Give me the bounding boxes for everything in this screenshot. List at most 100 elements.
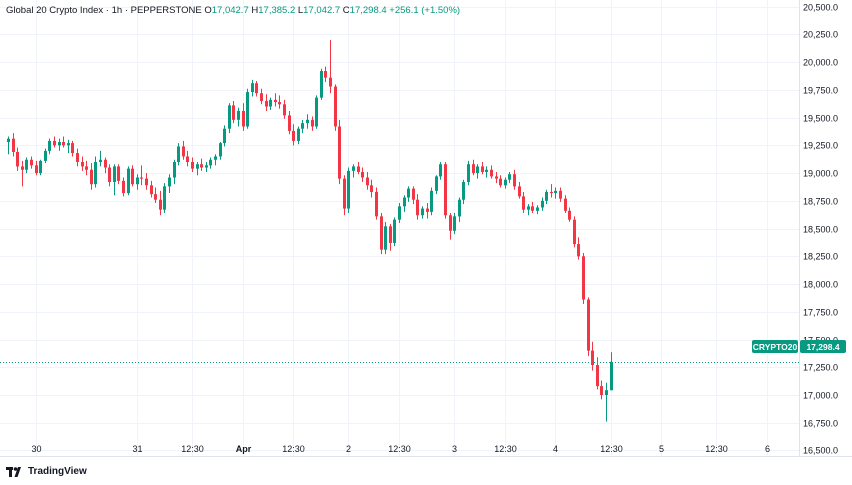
- candle-body: [81, 161, 84, 167]
- candle-body: [255, 83, 258, 94]
- candle-body: [573, 219, 576, 245]
- candle-body: [320, 71, 323, 98]
- low-label: L: [297, 5, 304, 16]
- tradingview-logo[interactable]: TradingView: [6, 466, 87, 477]
- close-label: C: [342, 5, 350, 16]
- candle-body: [154, 194, 157, 200]
- candle-body: [297, 128, 300, 141]
- candle-body: [541, 200, 544, 208]
- candle-body: [209, 159, 212, 166]
- time-tick-label: 12:30: [705, 444, 728, 454]
- candle-body: [596, 365, 599, 387]
- candle-body: [288, 115, 291, 131]
- candle-body: [472, 164, 475, 174]
- candle-body: [536, 207, 539, 211]
- candle-body: [260, 93, 263, 101]
- candle-body: [90, 169, 93, 185]
- candle-body: [352, 166, 355, 171]
- chart-grid: [0, 0, 799, 456]
- candle-body: [39, 160, 42, 174]
- price-tick-label: 16,500.0: [803, 446, 838, 456]
- candle-body: [545, 191, 548, 201]
- candle-body: [495, 176, 498, 179]
- candle-body: [140, 177, 143, 179]
- candle-body: [559, 190, 562, 199]
- symbol-title[interactable]: Global 20 Crypto Index · 1h · PEPPERSTON…: [6, 5, 202, 16]
- candle-body: [265, 100, 268, 107]
- price-axis[interactable]: 20,500.0 20,250.0 20,000.0 19,750.0 19,500.0…: [803, 3, 838, 456]
- low-value: 17,042.7: [303, 5, 341, 16]
- time-tick-label: 12:30: [282, 444, 305, 454]
- candle-body: [439, 164, 442, 177]
- candle-body: [136, 177, 139, 185]
- candle-body: [568, 210, 571, 220]
- candle-body: [21, 166, 24, 170]
- candle-body: [177, 146, 180, 162]
- candle-body: [71, 143, 74, 154]
- last-price-badges: CRYPTO20 17,298.4: [752, 340, 846, 353]
- high-value: 17,385.2: [258, 5, 296, 16]
- candle-body: [504, 179, 507, 186]
- candle-body: [384, 226, 387, 250]
- candle-body: [458, 199, 461, 217]
- price-tick-label: 19,500.0: [803, 114, 838, 124]
- price-tick-label: 16,750.0: [803, 419, 838, 429]
- time-tick-label: 12:30: [388, 444, 411, 454]
- candle-body: [122, 180, 125, 194]
- time-tick-label: 31: [132, 444, 142, 454]
- candle-body: [412, 188, 415, 200]
- candle-body: [242, 110, 245, 127]
- candle-body: [278, 102, 281, 105]
- candle-body: [435, 176, 438, 191]
- price-tick-label: 17,250.0: [803, 363, 838, 373]
- candle-body: [301, 123, 304, 129]
- time-tick-label: 12:30: [600, 444, 623, 454]
- symbol-badge-label: CRYPTO20: [753, 342, 798, 352]
- candle-body: [62, 142, 65, 146]
- tradingview-logo-icon: [6, 466, 21, 477]
- price-badge: [800, 340, 846, 353]
- time-axis[interactable]: 30 31 12:30 Apr 12:30 2 12:30 3 12:30 4 12:30 5 12:3…: [31, 444, 852, 454]
- time-tick-label: Apr: [236, 444, 252, 454]
- candle-body: [370, 185, 373, 192]
- candle-body: [232, 105, 235, 120]
- candle-body: [53, 140, 56, 146]
- candle-body: [76, 153, 79, 162]
- candle-body: [58, 142, 61, 146]
- candle-body: [490, 169, 493, 177]
- price-tick-label: 17,750.0: [803, 308, 838, 318]
- candle-body: [246, 92, 249, 127]
- candle-body: [389, 226, 392, 243]
- candle-body: [375, 191, 378, 217]
- candle-body: [343, 178, 346, 209]
- candle-body: [347, 170, 350, 209]
- candle-body: [426, 208, 429, 212]
- candlestick-series: [7, 39, 613, 422]
- candle-body: [462, 181, 465, 200]
- time-tick-label: 12:30: [181, 444, 204, 454]
- candle-body: [334, 86, 337, 127]
- candle-body: [191, 161, 194, 169]
- candle-body: [67, 143, 70, 146]
- candle-body: [416, 199, 419, 216]
- candle-body: [127, 168, 130, 194]
- candle-body: [30, 159, 33, 166]
- candle-body: [159, 199, 162, 210]
- tradingview-brand: TradingView: [28, 466, 87, 477]
- price-tick-label: 19,250.0: [803, 141, 838, 151]
- candle-body: [329, 77, 332, 87]
- candle-body: [104, 159, 107, 168]
- candle-body: [591, 350, 594, 366]
- candle-body: [421, 208, 424, 216]
- price-tick-label: 19,000.0: [803, 169, 838, 179]
- candle-body: [499, 178, 502, 186]
- candle-body: [324, 71, 327, 78]
- price-tick-label: 18,250.0: [803, 252, 838, 262]
- time-tick-label: 2: [346, 444, 351, 454]
- candle-body: [200, 164, 203, 168]
- candle-body: [35, 165, 38, 174]
- candle-body: [449, 215, 452, 231]
- time-tick-label: 5: [659, 444, 664, 454]
- candle-body: [131, 168, 134, 185]
